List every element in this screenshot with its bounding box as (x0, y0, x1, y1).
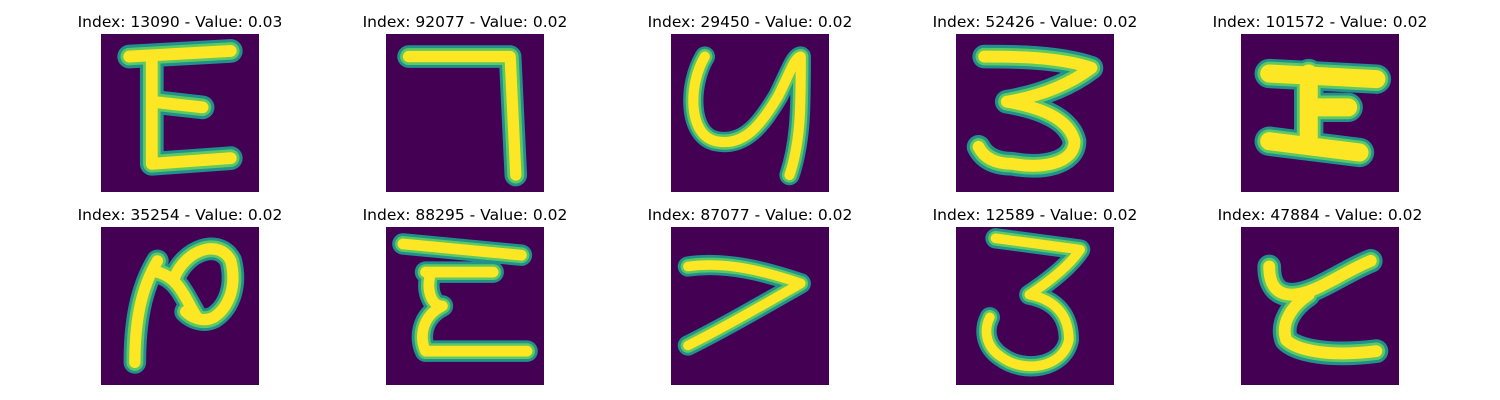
subplot-title: Index: 35254 - Value: 0.02 (77, 206, 283, 224)
glyph-image (101, 34, 259, 192)
subplot-1: Index: 13090 - Value: 0.03 (70, 12, 290, 202)
glyph-image (1241, 227, 1399, 385)
subplot-4: Index: 52426 - Value: 0.02 (925, 12, 1145, 202)
subplot-title: Index: 87077 - Value: 0.02 (647, 206, 853, 224)
subplot-title: Index: 13090 - Value: 0.03 (77, 13, 283, 31)
glyph-image (671, 34, 829, 192)
subplot-title: Index: 12589 - Value: 0.02 (932, 206, 1138, 224)
subplot-9: Index: 12589 - Value: 0.02 (925, 205, 1145, 395)
subplot-title: Index: 52426 - Value: 0.02 (932, 13, 1138, 31)
subplot-title: Index: 101572 - Value: 0.02 (1212, 13, 1428, 31)
glyph-image (671, 227, 829, 385)
subplot-title: Index: 92077 - Value: 0.02 (362, 13, 568, 31)
glyph-image (956, 34, 1114, 192)
glyph-image (386, 34, 544, 192)
glyph-image (101, 227, 259, 385)
glyph-image (956, 227, 1114, 385)
subplot-5: Index: 101572 - Value: 0.02 (1210, 12, 1430, 202)
subplot-title: Index: 47884 - Value: 0.02 (1217, 206, 1423, 224)
subplot-10: Index: 47884 - Value: 0.02 (1210, 205, 1430, 395)
subplot-6: Index: 35254 - Value: 0.02 (70, 205, 290, 395)
glyph-image (1241, 34, 1399, 192)
glyph-image (386, 227, 544, 385)
subplot-title: Index: 29450 - Value: 0.02 (647, 13, 853, 31)
subplot-title: Index: 88295 - Value: 0.02 (362, 206, 568, 224)
subplot-3: Index: 29450 - Value: 0.02 (640, 12, 860, 202)
subplot-8: Index: 87077 - Value: 0.02 (640, 205, 860, 395)
subplot-2: Index: 92077 - Value: 0.02 (355, 12, 575, 202)
subplot-7: Index: 88295 - Value: 0.02 (355, 205, 575, 395)
